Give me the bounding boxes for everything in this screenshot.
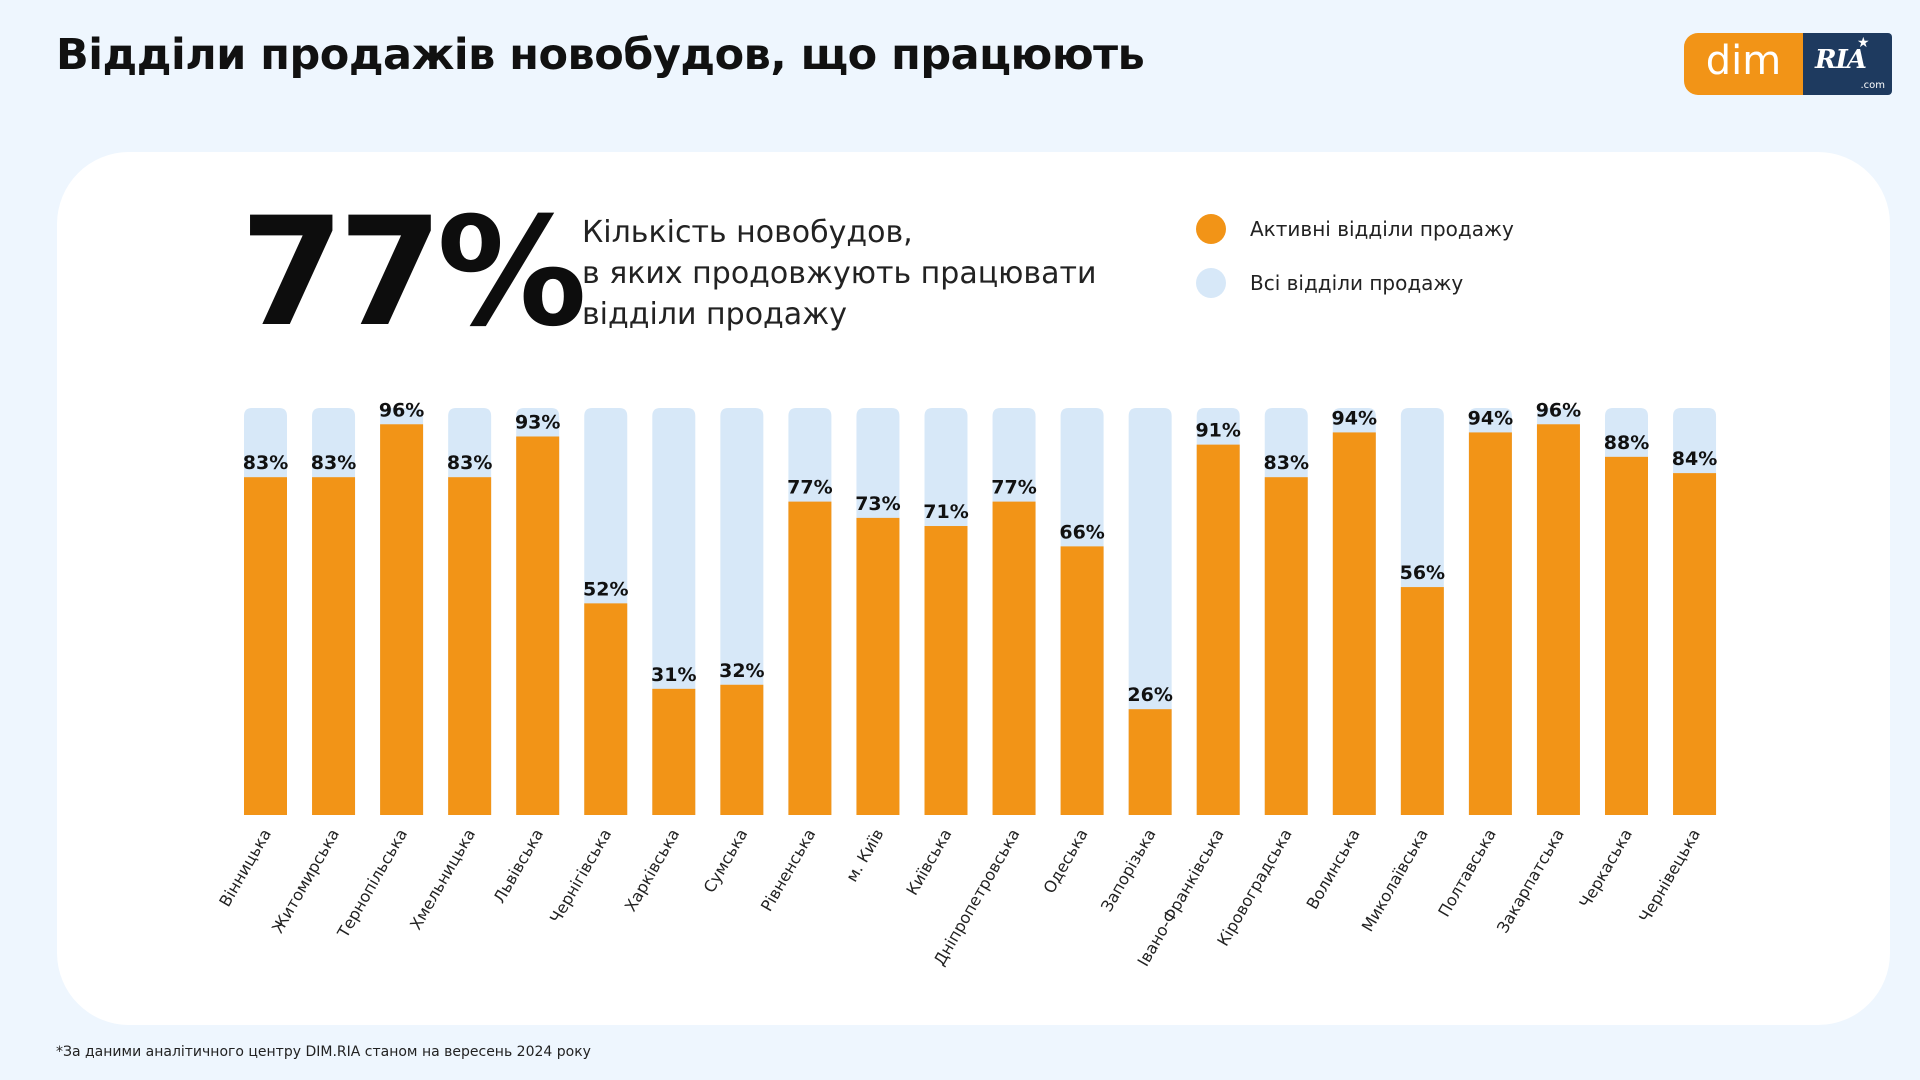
category-tick-label: Миколаївська xyxy=(1358,826,1432,935)
category-tick-label: Закарпатська xyxy=(1493,826,1568,937)
bar-active xyxy=(1400,587,1444,815)
legend: Активні відділи продажу Всі відділи прод… xyxy=(1196,214,1514,322)
bar-active xyxy=(380,424,424,815)
bar-value-label: 94% xyxy=(1468,407,1513,429)
logo-ria-text: RIA xyxy=(1815,45,1867,75)
category-tick-label: Вінницька xyxy=(215,826,275,910)
summary-description-line: Кількість новобудов, xyxy=(582,215,913,250)
bar-value-label: 88% xyxy=(1604,432,1649,454)
bar-value-label: 96% xyxy=(379,399,424,421)
category-tick-label: Житомирська xyxy=(268,826,343,937)
bar-value-label: 32% xyxy=(719,660,764,682)
bar-active xyxy=(992,501,1036,815)
category-tick-label: Чернігівська xyxy=(546,826,615,927)
summary-description: Кількість новобудов, в яких продовжують … xyxy=(582,212,1122,335)
bar-active xyxy=(1605,456,1648,815)
bar-value-label: 83% xyxy=(1264,452,1309,474)
category-tick-label: Сумська xyxy=(700,826,752,896)
logo-ria-com: .com xyxy=(1860,80,1885,91)
bar-value-label: 93% xyxy=(515,411,560,433)
bar-active xyxy=(924,526,968,815)
legend-item-active: Активні відділи продажу xyxy=(1196,214,1514,244)
bar-active xyxy=(1128,709,1172,815)
legend-label-active: Активні відділи продажу xyxy=(1250,217,1514,241)
bar-value-label: 96% xyxy=(1536,399,1581,421)
bar-active xyxy=(1468,432,1512,815)
bar-active xyxy=(720,684,764,815)
bar-value-label: 71% xyxy=(923,501,968,523)
bar-value-label: 83% xyxy=(447,452,492,474)
bar-active xyxy=(448,477,492,815)
bar-active xyxy=(584,603,628,815)
category-tick-label: Тернопільська xyxy=(333,826,411,942)
bar-value-label: 66% xyxy=(1059,521,1104,543)
bar-active xyxy=(652,688,696,815)
footnote: *За даними аналітичного центру DIM.RIA с… xyxy=(56,1044,591,1060)
category-tick-label: Харківська xyxy=(621,826,684,915)
legend-item-all: Всі відділи продажу xyxy=(1196,268,1514,298)
category-tick-label: Черкаська xyxy=(1575,826,1636,912)
bar-value-label: 26% xyxy=(1127,684,1172,706)
bar-active xyxy=(1264,477,1308,815)
bar-active xyxy=(1060,546,1104,815)
bar-value-label: 52% xyxy=(583,578,628,600)
bar-value-label: 84% xyxy=(1672,448,1717,470)
bar-value-label: 77% xyxy=(991,477,1036,499)
bar-active xyxy=(788,501,832,815)
bar-value-label: 77% xyxy=(787,477,832,499)
bar-active xyxy=(312,477,356,815)
category-tick-label: Полтавська xyxy=(1434,826,1500,921)
legend-label-all: Всі відділи продажу xyxy=(1250,271,1464,295)
star-icon: ★ xyxy=(1857,35,1870,51)
chart-card xyxy=(57,152,1890,1025)
summary-description-line: в яких продовжують працювати xyxy=(582,256,1097,291)
bar-active xyxy=(1196,444,1240,815)
bar-value-label: 94% xyxy=(1332,407,1377,429)
bar-value-label: 73% xyxy=(855,493,900,515)
bar-active xyxy=(244,477,287,815)
category-tick-label: Одеська xyxy=(1040,826,1092,897)
logo-ria: ★ RIA .com xyxy=(1803,33,1892,95)
logo-dim: dim xyxy=(1684,33,1803,95)
bar-value-label: 31% xyxy=(651,664,696,686)
category-tick-label: Чернівецька xyxy=(1635,826,1704,926)
bar-value-label: 83% xyxy=(311,452,356,474)
category-tick-label: Запорізька xyxy=(1097,826,1160,915)
category-tick-label: Рівненська xyxy=(757,826,819,915)
bar-value-label: 91% xyxy=(1195,420,1240,442)
bar-active xyxy=(1536,424,1580,815)
category-tick-label: м. Київ xyxy=(842,826,887,886)
category-tick-label: Хмельницька xyxy=(406,826,479,934)
bar-active xyxy=(1673,473,1717,815)
page-title: Відділи продажів новобудов, що працюють xyxy=(56,30,1145,80)
category-tick-label: Київська xyxy=(902,826,955,899)
category-tick-label: Львівська xyxy=(489,826,547,907)
bar-value-label: 83% xyxy=(243,452,288,474)
category-tick-label: Кіровоградська xyxy=(1213,826,1296,950)
legend-swatch-active xyxy=(1196,214,1226,244)
bar-active xyxy=(856,517,900,815)
legend-swatch-all xyxy=(1196,268,1226,298)
bar-active xyxy=(516,436,560,815)
category-tick-label: Волинська xyxy=(1303,826,1364,913)
summary-description-line: відділи продажу xyxy=(582,297,847,332)
bar-value-label: 56% xyxy=(1400,562,1445,584)
bar-active xyxy=(1332,432,1376,815)
dim-ria-logo[interactable]: dim ★ RIA .com xyxy=(1684,33,1892,95)
summary-value: 77% xyxy=(240,186,587,360)
